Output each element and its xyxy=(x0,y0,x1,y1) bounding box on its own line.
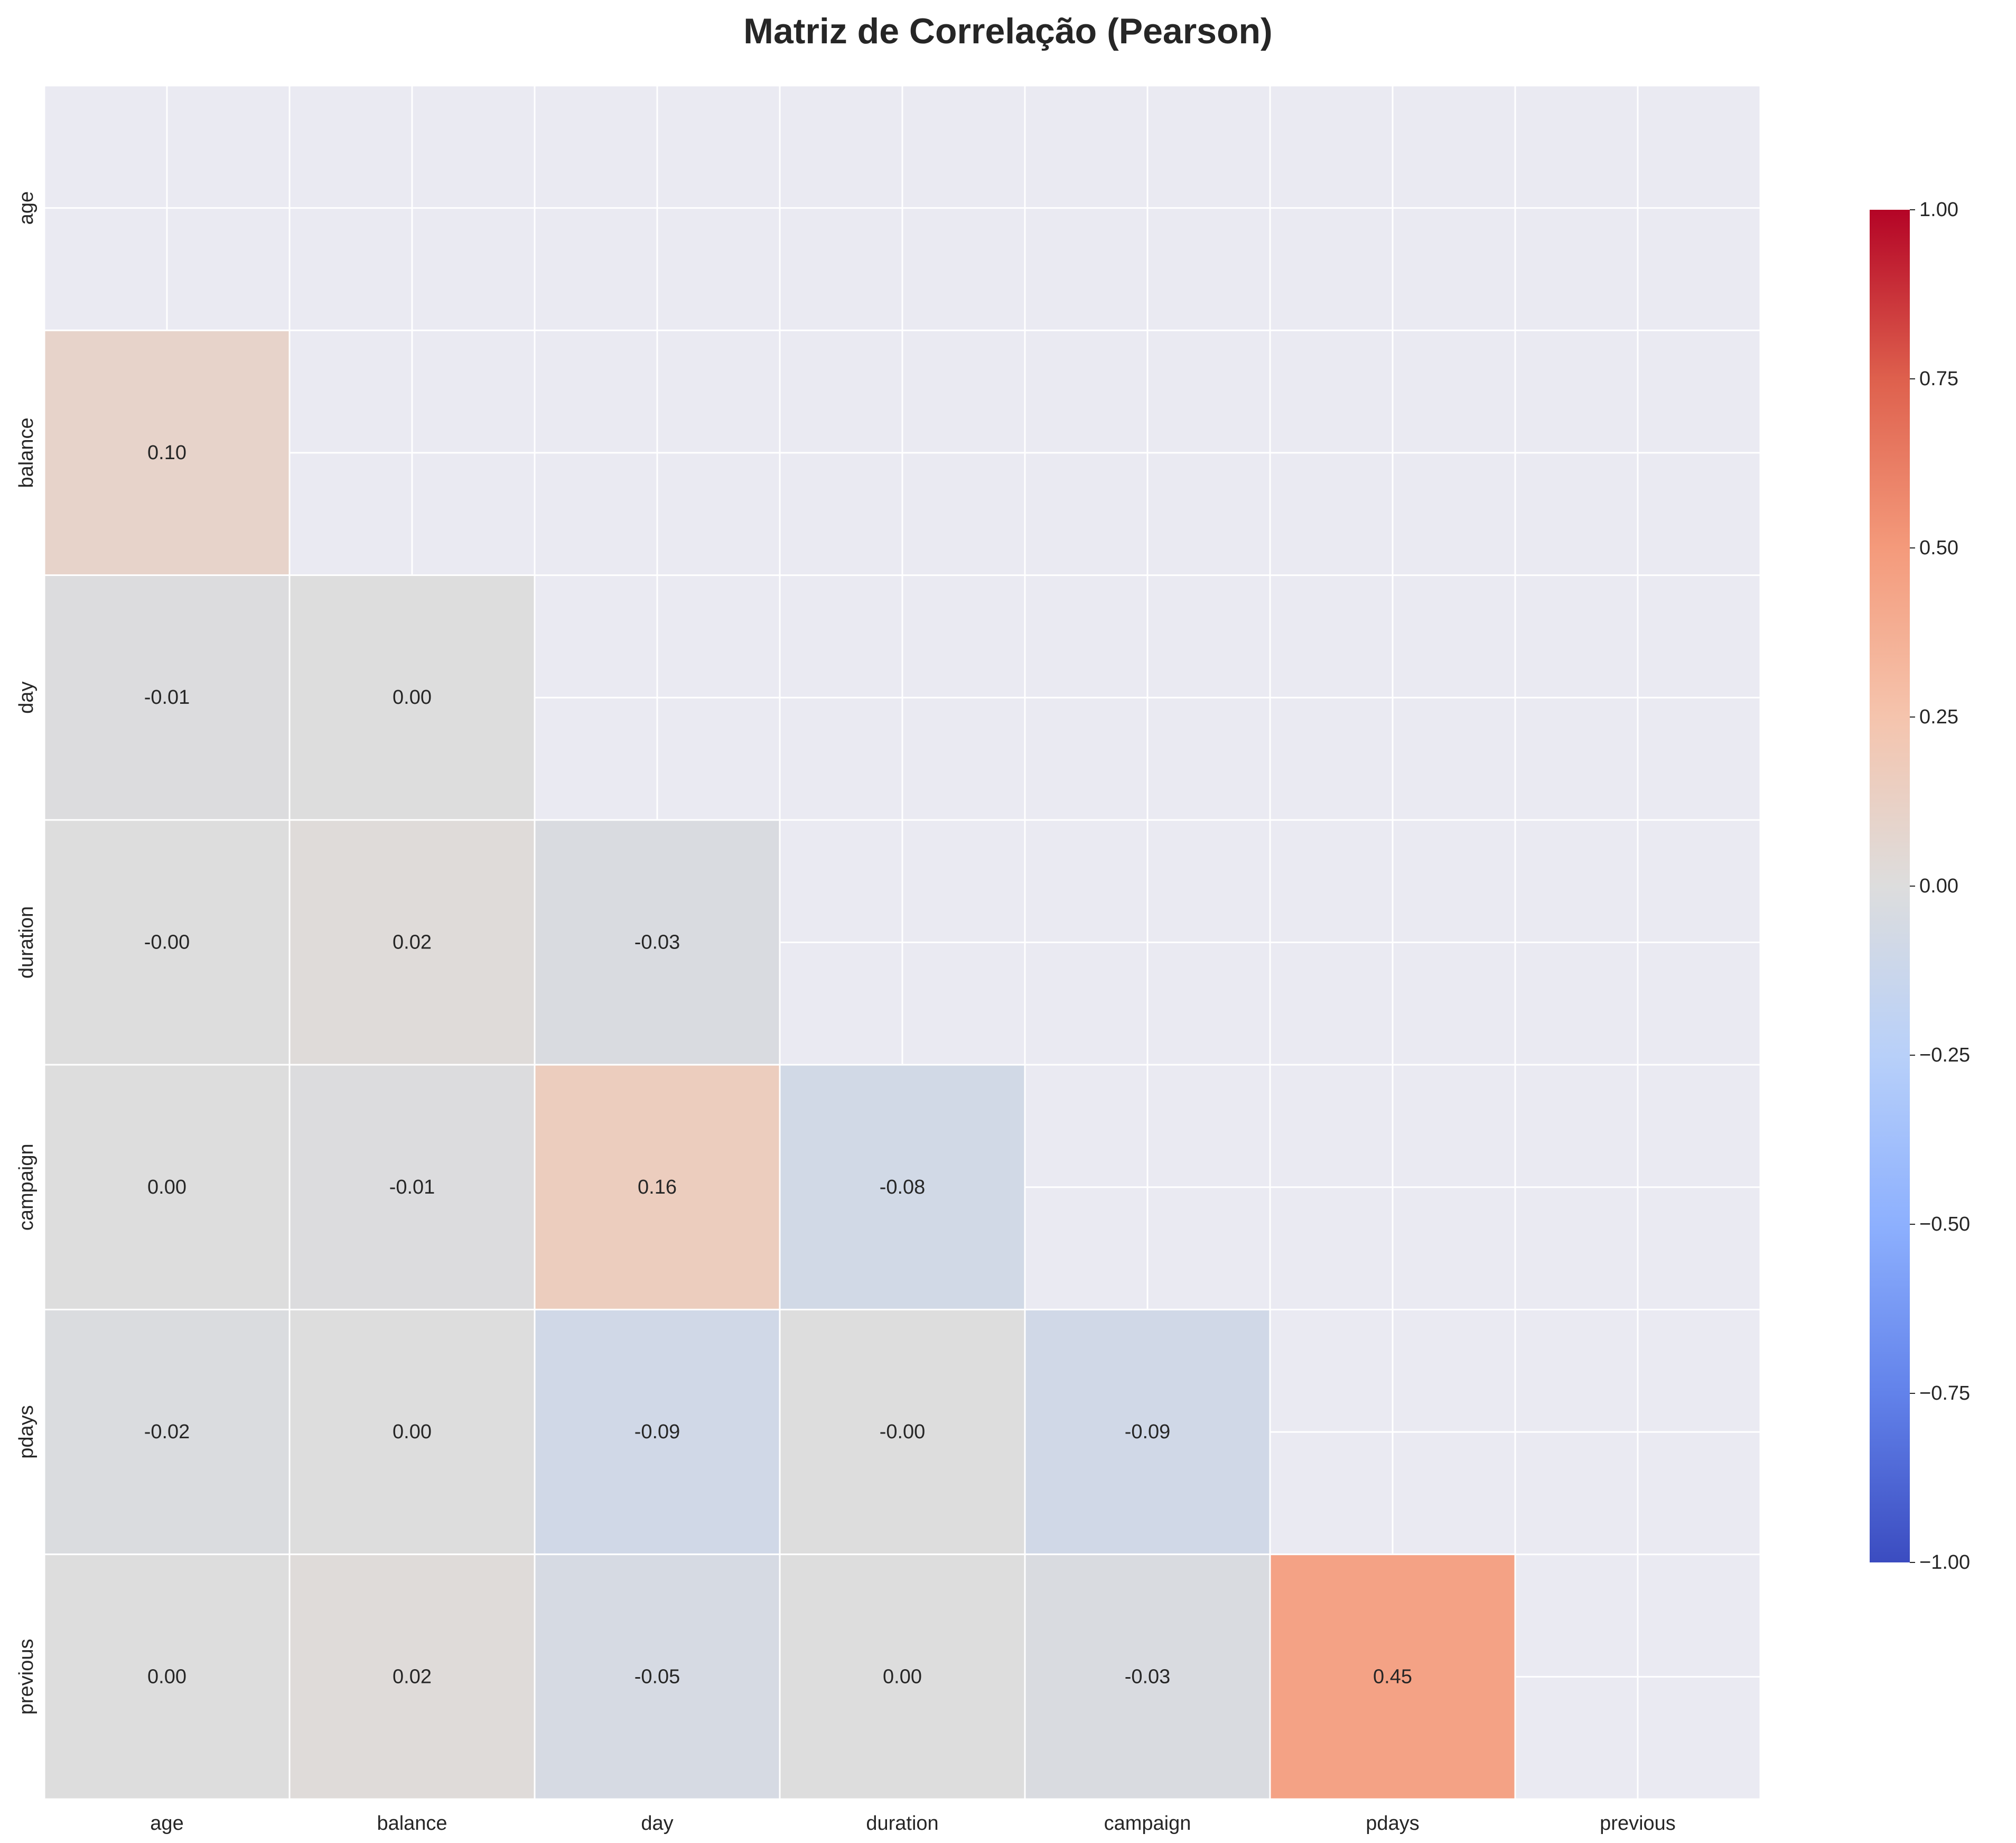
cell-value-label: -0.02 xyxy=(144,1421,190,1443)
colorbar: 1.00 0.75 0.50 0.25 0.00 −0.25 −0.50 −0.75 −1.00 xyxy=(1870,199,1970,1574)
x-tick-label: balance xyxy=(377,1812,447,1835)
y-tick-label: day xyxy=(15,682,38,714)
heatmap-cell xyxy=(288,1553,536,1800)
x-tick-label: day xyxy=(641,1812,673,1835)
heatmap-cell xyxy=(1024,1308,1271,1556)
heatmap-cell xyxy=(288,1308,536,1556)
colorbar-tick-label: 0.50 xyxy=(1919,537,1958,559)
heatmap-cell xyxy=(1024,1553,1271,1800)
colorbar-tick-label: 1.00 xyxy=(1919,199,1958,221)
x-tick-label: campaign xyxy=(1104,1812,1191,1835)
heatmap-cell xyxy=(779,1064,1026,1310)
cell-value-label: 0.02 xyxy=(393,1665,432,1688)
heatmap-cell xyxy=(534,1064,781,1310)
heatmap-cell xyxy=(288,1064,536,1310)
chart-title: Matriz de Correlação (Pearson) xyxy=(743,11,1273,51)
heatmap-cell xyxy=(43,1553,291,1800)
x-tick-label: previous xyxy=(1600,1812,1676,1835)
cell-value-label: -0.05 xyxy=(634,1665,680,1688)
y-tick-label: pdays xyxy=(15,1405,38,1458)
colorbar-tick-label: −0.50 xyxy=(1919,1213,1970,1235)
cell-value-label: 0.00 xyxy=(393,1421,432,1443)
heatmap-cell xyxy=(779,1553,1026,1800)
cell-value-label: -0.09 xyxy=(1125,1421,1171,1443)
cell-labels: 0.10 -0.01 0.00 -0.00 0.02 -0.03 0.00 -0.01 0.16… xyxy=(144,442,1412,1688)
cell-value-label: 0.00 xyxy=(393,686,432,709)
colorbar-tick-label: 0.75 xyxy=(1919,368,1958,390)
cell-value-label: -0.00 xyxy=(880,1421,926,1443)
cell-value-label: -0.08 xyxy=(880,1176,926,1198)
cell-value-label: 0.00 xyxy=(147,1665,186,1688)
x-axis-tick-labels: age balance day duration campaign pdays previo… xyxy=(150,1812,1676,1835)
cell-value-label: 0.16 xyxy=(638,1176,677,1198)
colorbar-tick-label: −0.75 xyxy=(1919,1382,1970,1404)
x-tick-label: pdays xyxy=(1366,1812,1419,1835)
y-tick-label: previous xyxy=(15,1639,38,1715)
cell-value-label: -0.00 xyxy=(144,932,190,954)
heatmap-cell xyxy=(288,819,536,1066)
cell-value-label: 0.00 xyxy=(883,1665,922,1688)
cell-value-label: -0.09 xyxy=(634,1421,680,1443)
heatmap-cell xyxy=(534,1308,781,1556)
cell-value-label: 0.45 xyxy=(1373,1665,1412,1688)
heatmap-cell xyxy=(43,1064,291,1310)
cell-value-label: 0.02 xyxy=(393,932,432,954)
colorbar-tick-label: 0.00 xyxy=(1919,875,1958,897)
x-tick-label: duration xyxy=(866,1812,938,1835)
cell-value-label: -0.03 xyxy=(634,932,680,954)
x-tick-label: age xyxy=(150,1812,183,1835)
cell-value-label: -0.01 xyxy=(144,686,190,709)
cell-value-label: -0.01 xyxy=(389,1176,435,1198)
cell-value-label: 0.10 xyxy=(147,442,186,464)
heatmap-cell xyxy=(288,574,536,821)
y-tick-label: balance xyxy=(15,417,38,488)
heatmap-cell xyxy=(534,819,781,1066)
y-tick-label: age xyxy=(15,191,38,225)
heatmap-cell xyxy=(43,819,291,1066)
cell-value-label: -0.03 xyxy=(1125,1665,1171,1688)
heatmap-cell xyxy=(43,574,291,821)
heatmap-cell xyxy=(43,329,291,576)
heatmap-cell xyxy=(779,1308,1026,1556)
colorbar-tick-label: −0.25 xyxy=(1919,1044,1970,1066)
colorbar-tick-label: 0.25 xyxy=(1919,706,1958,728)
y-tick-label: campaign xyxy=(15,1143,38,1231)
heatmap-cells xyxy=(43,329,1516,1800)
y-axis-tick-labels: age balance day duration campaign pdays previo… xyxy=(15,191,38,1715)
heatmap-cell xyxy=(1269,1553,1516,1800)
cell-value-label: 0.00 xyxy=(147,1176,186,1198)
colorbar-tick-label: −1.00 xyxy=(1919,1551,1970,1574)
y-tick-label: duration xyxy=(15,906,38,979)
heatmap-cell xyxy=(534,1553,781,1800)
colorbar-gradient xyxy=(1870,210,1910,1562)
